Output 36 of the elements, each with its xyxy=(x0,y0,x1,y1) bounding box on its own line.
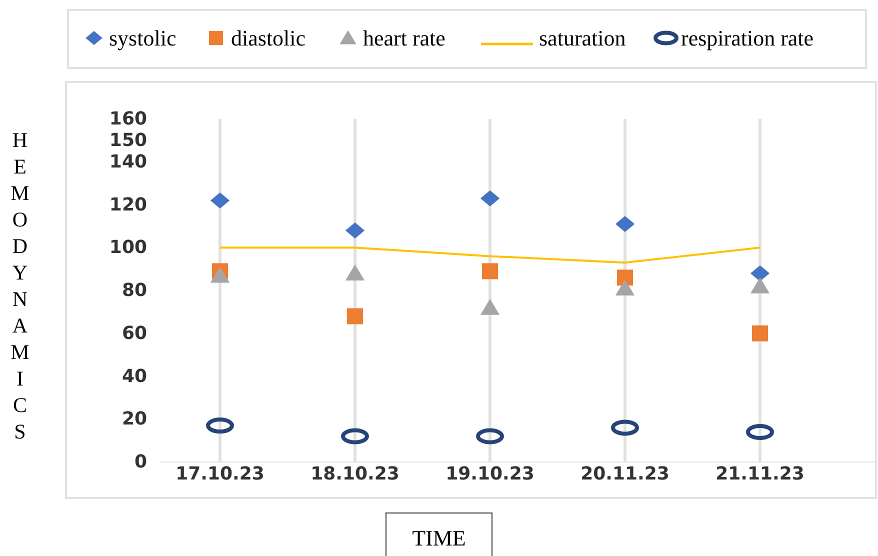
point xyxy=(345,222,365,238)
point xyxy=(615,216,635,232)
x-tick-label: 18.10.23 xyxy=(310,464,400,484)
point xyxy=(617,270,633,286)
y-tick-label: 20 xyxy=(122,408,147,430)
x-axis-title: TIME xyxy=(412,526,466,550)
y-tick-label: 0 xyxy=(134,452,147,472)
point xyxy=(480,298,500,315)
x-tick-label: 19.10.23 xyxy=(446,464,534,484)
point xyxy=(752,325,768,342)
point xyxy=(347,308,363,324)
y-tick-label: 120 xyxy=(109,194,147,216)
x-tick-label: 21.11.23 xyxy=(716,464,804,484)
x-tick-label: 17.10.23 xyxy=(176,464,264,484)
legend-label: saturation xyxy=(539,26,626,50)
legend-label: heart rate xyxy=(363,26,446,50)
point xyxy=(210,266,230,283)
point xyxy=(210,192,230,208)
point xyxy=(750,277,770,294)
text: HEMODYNAMICS xyxy=(10,128,30,444)
y-tick-label: 60 xyxy=(122,322,147,344)
point xyxy=(482,263,498,280)
legend-label: systolic xyxy=(109,26,176,50)
y-tick-label: 140 xyxy=(109,151,147,172)
legend-label: diastolic xyxy=(231,26,306,50)
y-tick-label: 40 xyxy=(122,366,147,387)
y-tick-label: 160 xyxy=(109,108,147,130)
point xyxy=(480,190,500,206)
legend-label: respiration rate xyxy=(681,26,814,50)
y-tick-label: 150 xyxy=(109,130,147,151)
y-tick-label: 80 xyxy=(122,280,147,301)
point xyxy=(345,264,365,281)
point xyxy=(750,265,770,282)
y-tick-label: 100 xyxy=(109,237,147,258)
x-tick-label: 20.11.23 xyxy=(580,464,670,484)
point xyxy=(615,280,635,296)
